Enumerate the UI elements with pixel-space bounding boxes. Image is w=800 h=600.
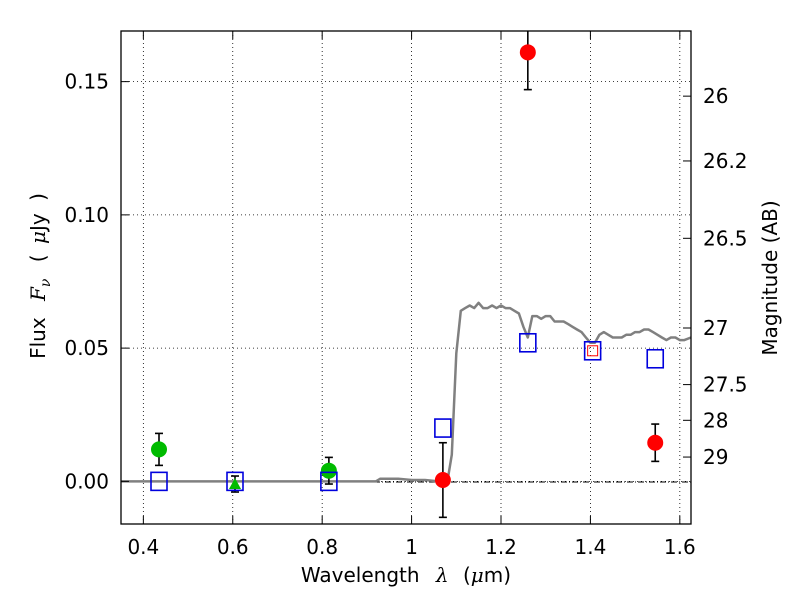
- y-axis-ticks: 0.00 0.05 0.10 0.15: [64, 70, 129, 493]
- data-point-circle: [519, 44, 536, 61]
- x-axis-label-symbol: λ: [435, 563, 449, 587]
- model-point-square: [646, 348, 665, 369]
- x-tick-label: 0.6: [217, 535, 249, 559]
- y-tick-label: 0.05: [64, 336, 109, 360]
- y2-axis-ticks: 26 26.2 26.5 27 27.5 28 29: [683, 84, 748, 469]
- y-axis-label-close-paren: ): [26, 193, 50, 201]
- model-point-square: [226, 471, 244, 492]
- data-point-circle: [320, 462, 337, 479]
- y-axis-label: Flux Fν ( μJy ): [26, 193, 55, 359]
- x-axis-label-open-paren: (: [463, 563, 471, 587]
- plot-frame: [120, 30, 692, 525]
- y2-tick-label: 26.5: [703, 226, 748, 250]
- y-tick-label: 0.10: [64, 203, 109, 227]
- model-sed-layer: [121, 301, 692, 483]
- y-tick-label: 0.15: [64, 70, 109, 94]
- model-point-square: [434, 418, 452, 438]
- data-point-triangle: [229, 478, 241, 490]
- x-axis-ticks: 0.4 0.6 0.8 1 1.2 1.4 1.6: [127, 31, 696, 559]
- x-tick-label: 1.2: [485, 535, 517, 559]
- x-tick-label: 0.8: [306, 535, 338, 559]
- grid-lines: [121, 31, 691, 524]
- x-tick-label: 0.4: [127, 535, 159, 559]
- data-points-layer: [150, 31, 665, 519]
- y-axis-label-mu: μ: [26, 231, 50, 244]
- y2-tick-label: 27.5: [703, 373, 748, 397]
- data-point-circle: [151, 441, 167, 458]
- model-point-square: [519, 332, 537, 353]
- data-point-circle: [647, 434, 664, 451]
- y2-tick-label: 26: [703, 84, 728, 108]
- y-axis-label-subscript: ν: [38, 278, 54, 287]
- y-axis-label-unit: Jy: [26, 213, 50, 233]
- y2-tick-label: 29: [703, 445, 728, 469]
- x-tick-label: 1.4: [575, 535, 607, 559]
- data-point-circle: [434, 472, 451, 489]
- x-tick-label: 1: [405, 535, 418, 559]
- model-point-square: [583, 340, 602, 361]
- model-point-square: [150, 471, 168, 492]
- x-axis-label-word: Wavelength: [301, 563, 420, 587]
- y2-axis-label: Magnitude (AB): [758, 200, 782, 355]
- y2-tick-label: 27: [703, 316, 728, 340]
- y-tick-label: 0.00: [64, 469, 109, 493]
- y2-tick-label: 28: [703, 408, 728, 432]
- data-point-small-square: [587, 345, 599, 357]
- x-axis-label-unit: m): [484, 563, 511, 587]
- y2-tick-label: 26.2: [703, 149, 748, 173]
- model-sed-line: [121, 301, 692, 483]
- y-axis-label-group: Flux Fν ( μJy ): [26, 193, 55, 359]
- y-axis-label-symbol: F: [26, 286, 50, 302]
- y-axis-label-word: Flux: [26, 317, 50, 359]
- x-axis-label-mu: μ: [471, 563, 484, 587]
- x-tick-label: 1.6: [664, 535, 696, 559]
- y-axis-label-open-paren: (: [26, 254, 50, 262]
- x-axis-label: Wavelength λ (μm): [301, 563, 511, 587]
- y2-axis-label-group: Magnitude (AB): [758, 200, 782, 355]
- model-point-square: [320, 471, 338, 492]
